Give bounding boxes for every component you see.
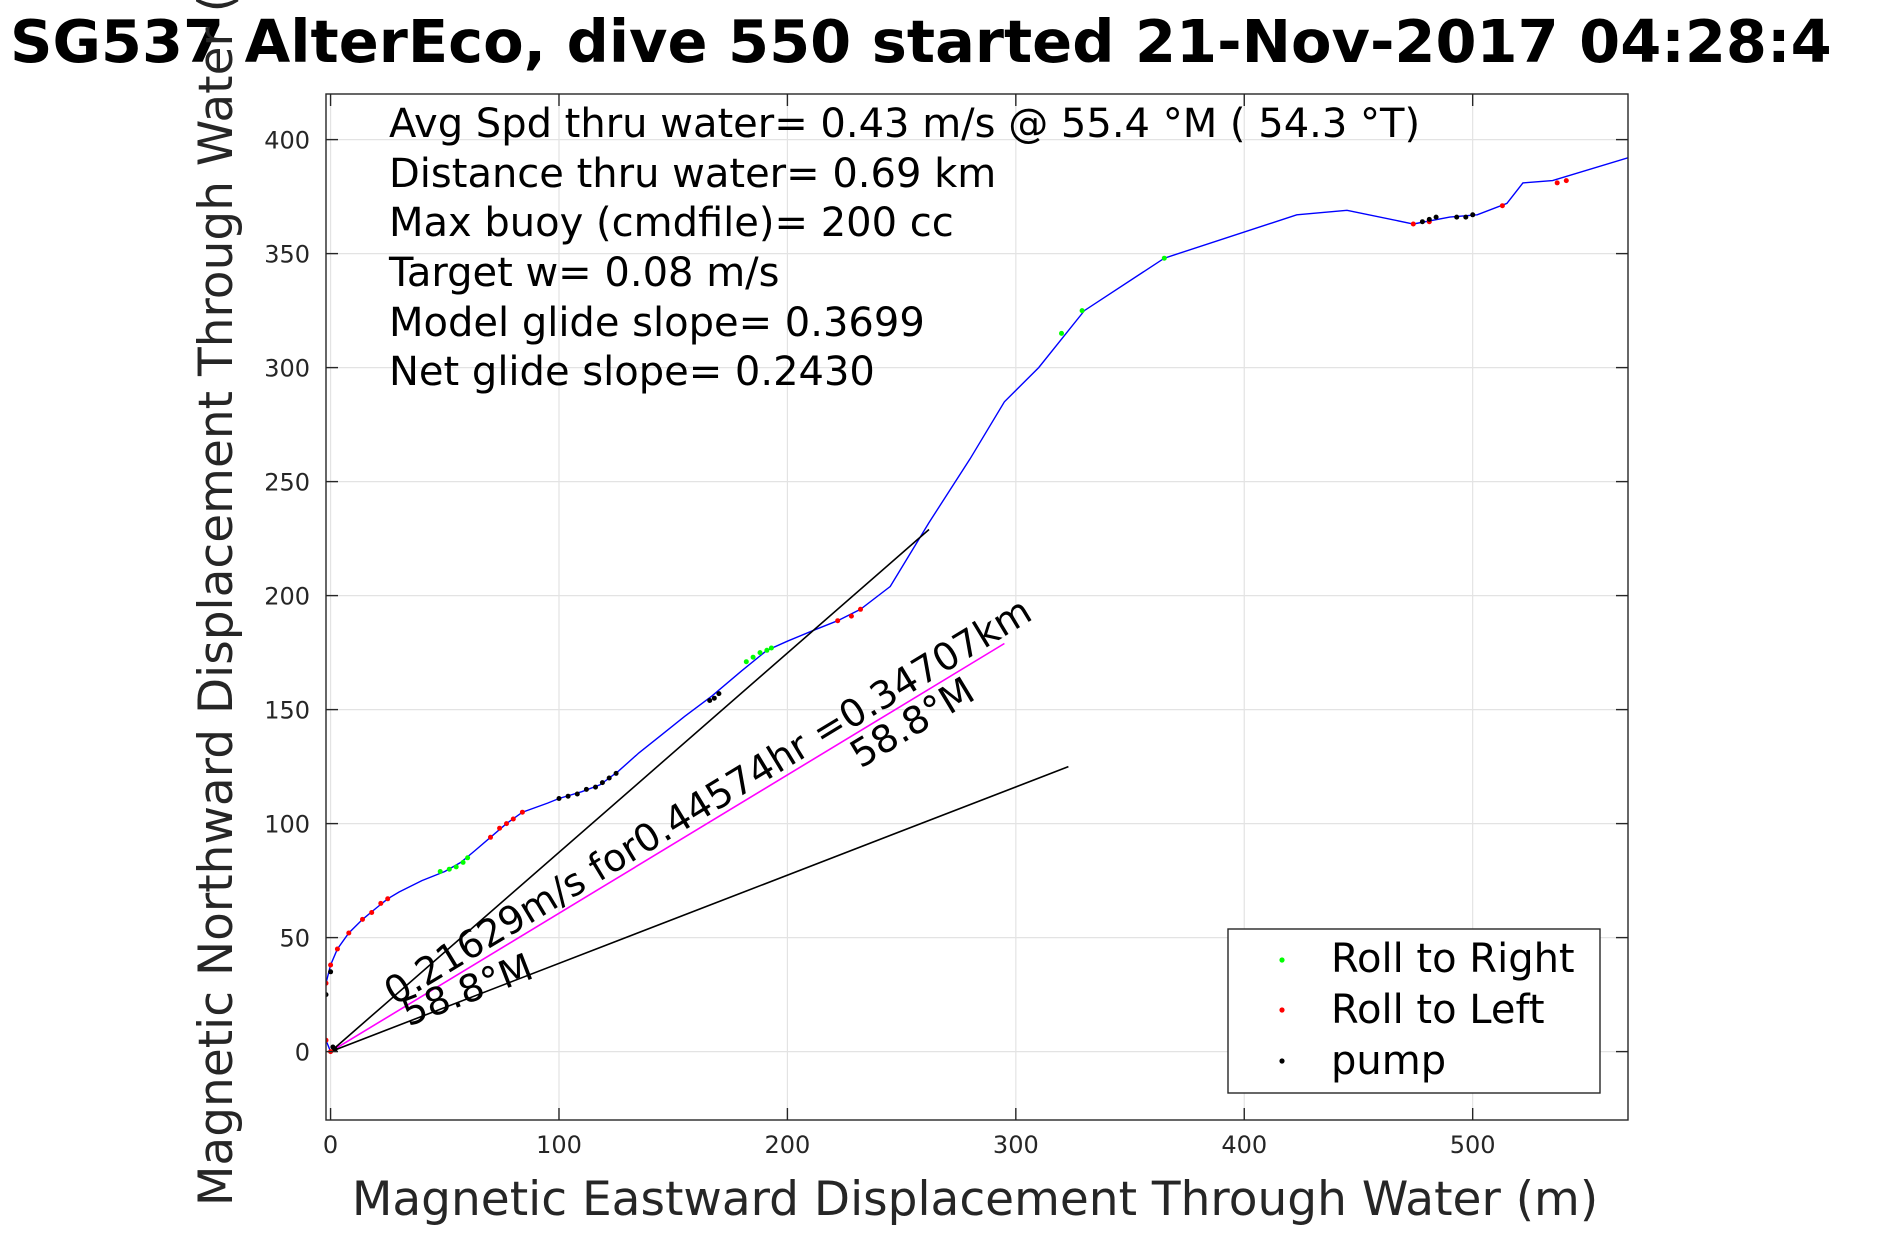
marker-roll-to-right-8 bbox=[764, 647, 770, 653]
marker-pump-6 bbox=[583, 786, 589, 792]
marker-roll-to-left-16 bbox=[519, 809, 525, 815]
marker-pump-14 bbox=[1419, 219, 1425, 225]
marker-roll-to-left-14 bbox=[504, 821, 509, 827]
marker-roll-to-left-9 bbox=[369, 910, 375, 915]
stats-block: Avg Spd thru water= 0.43 m/s @ 55.4 °M (… bbox=[388, 101, 1420, 395]
x-tick-label-0: 0 bbox=[323, 1131, 338, 1159]
marker-pump-7 bbox=[593, 784, 598, 790]
marker-pump-5 bbox=[574, 791, 580, 797]
marker-roll-to-right-6 bbox=[750, 654, 756, 660]
marker-roll-to-right-0 bbox=[437, 869, 443, 874]
marker-pump-3 bbox=[556, 796, 562, 801]
stat-target-w: Target w= 0.08 m/s bbox=[388, 250, 779, 296]
marker-roll-to-left-6 bbox=[334, 946, 340, 952]
x-tick-label-2: 200 bbox=[765, 1131, 811, 1159]
marker-pump-11 bbox=[707, 698, 713, 703]
legend-label-roll-left: Roll to Left bbox=[1331, 987, 1545, 1033]
y-tick-label-7: 350 bbox=[264, 241, 310, 269]
marker-roll-to-left-19 bbox=[858, 606, 863, 612]
marker-roll-to-left-15 bbox=[510, 816, 516, 822]
marker-roll-to-right-3 bbox=[460, 859, 466, 865]
y-axis-label: Magnetic Northward Displacement Through … bbox=[189, 0, 244, 1206]
current-annotation: 0.21629m/s for0.44574hr =0.34707km bbox=[376, 589, 1039, 1014]
stat-distance: Distance thru water= 0.69 km bbox=[389, 151, 996, 197]
marker-pump-17 bbox=[1454, 214, 1460, 220]
marker-roll-to-right-11 bbox=[1079, 308, 1085, 314]
stat-avg-speed: Avg Spd thru water= 0.43 m/s @ 55.4 °M (… bbox=[389, 101, 1420, 147]
series-line-drift bbox=[330, 642, 1005, 1053]
series-line-track bbox=[326, 157, 1628, 1052]
grid bbox=[326, 94, 1628, 1120]
marker-roll-to-left-11 bbox=[385, 896, 391, 902]
y-tick-label-1: 50 bbox=[279, 925, 310, 953]
y-tick-label-8: 400 bbox=[264, 127, 310, 155]
x-tick-label-5: 500 bbox=[1450, 1131, 1496, 1159]
marker-roll-to-left-20 bbox=[1410, 221, 1416, 227]
y-tick-label-4: 200 bbox=[264, 583, 310, 611]
legend-box bbox=[1227, 928, 1601, 1094]
marker-roll-to-left-13 bbox=[497, 825, 503, 831]
marker-roll-to-left-10 bbox=[378, 900, 384, 906]
x-tick-label-3: 300 bbox=[993, 1131, 1039, 1159]
marker-roll-to-left-23 bbox=[1554, 180, 1560, 186]
chart-title: SG537 AlterEco, dive 550 started 21-Nov-… bbox=[10, 7, 1832, 76]
marker-roll-to-right-2 bbox=[453, 864, 459, 870]
marker-roll-to-right-9 bbox=[768, 645, 774, 651]
marker-pump-13 bbox=[716, 691, 722, 697]
marker-roll-to-left-7 bbox=[346, 930, 352, 936]
marker-pump-4 bbox=[565, 793, 571, 799]
marker-pump-18 bbox=[1463, 214, 1469, 220]
y-tick-label-5: 250 bbox=[264, 469, 310, 497]
series-line-net-heading-line bbox=[330, 765, 1069, 1053]
legend-swatch-roll-left bbox=[1279, 1007, 1285, 1013]
marker-pump-21 bbox=[332, 1046, 338, 1052]
marker-pump-16 bbox=[1433, 214, 1439, 220]
marker-pump-10 bbox=[613, 770, 619, 776]
marker-roll-to-left-18 bbox=[848, 613, 854, 619]
stat-max-buoy: Max buoy (cmdfile)= 200 cc bbox=[389, 200, 954, 246]
marker-roll-to-left-12 bbox=[488, 834, 493, 840]
marker-roll-to-left-8 bbox=[360, 916, 365, 922]
stat-net-glide: Net glide slope= 0.2430 bbox=[389, 349, 875, 395]
legend: Roll to Right Roll to Left pump bbox=[1227, 928, 1601, 1094]
marker-roll-to-left-17 bbox=[835, 618, 841, 624]
marker-roll-to-right-7 bbox=[757, 650, 763, 656]
marker-roll-to-right-10 bbox=[1059, 330, 1064, 336]
x-axis-label: Magnetic Eastward Displacement Through W… bbox=[352, 1172, 1598, 1227]
marker-pump-19 bbox=[1470, 212, 1476, 218]
marker-pump-8 bbox=[599, 780, 605, 786]
x-tick-label-1: 100 bbox=[536, 1131, 582, 1159]
marker-roll-to-left-22 bbox=[1499, 203, 1505, 209]
plot-frame bbox=[325, 93, 1629, 1121]
marker-pump-15 bbox=[1426, 216, 1432, 222]
y-tick-label-0: 0 bbox=[295, 1039, 310, 1067]
marker-roll-to-left-5 bbox=[328, 962, 334, 968]
marker-pump-12 bbox=[711, 695, 717, 701]
marker-roll-to-right-5 bbox=[743, 659, 749, 665]
marker-roll-to-left-24 bbox=[1563, 178, 1569, 184]
legend-swatch-pump bbox=[1279, 1058, 1285, 1064]
marker-roll-to-right-1 bbox=[446, 866, 452, 872]
legend-label-pump: pump bbox=[1331, 1038, 1446, 1084]
stat-model-glide: Model glide slope= 0.3699 bbox=[389, 300, 925, 346]
axis-ticks: 0 100 200 300 400 500 0 50 100 150 200 250 300 350 400 bbox=[264, 94, 1628, 1159]
legend-label-roll-right: Roll to Right bbox=[1331, 936, 1575, 982]
series-line-model-heading-line bbox=[330, 528, 930, 1053]
y-tick-label-6: 300 bbox=[264, 355, 310, 383]
x-tick-label-4: 400 bbox=[1221, 1131, 1267, 1159]
y-tick-label-2: 100 bbox=[264, 811, 310, 839]
marker-roll-to-right-12 bbox=[1161, 255, 1167, 261]
marker-roll-to-right-4 bbox=[465, 855, 471, 861]
legend-swatch-roll-right bbox=[1279, 957, 1285, 963]
marker-pump-2 bbox=[328, 969, 334, 975]
marker-pump-9 bbox=[606, 775, 612, 781]
y-tick-label-3: 150 bbox=[264, 697, 310, 725]
plot-data bbox=[326, 157, 1628, 1055]
